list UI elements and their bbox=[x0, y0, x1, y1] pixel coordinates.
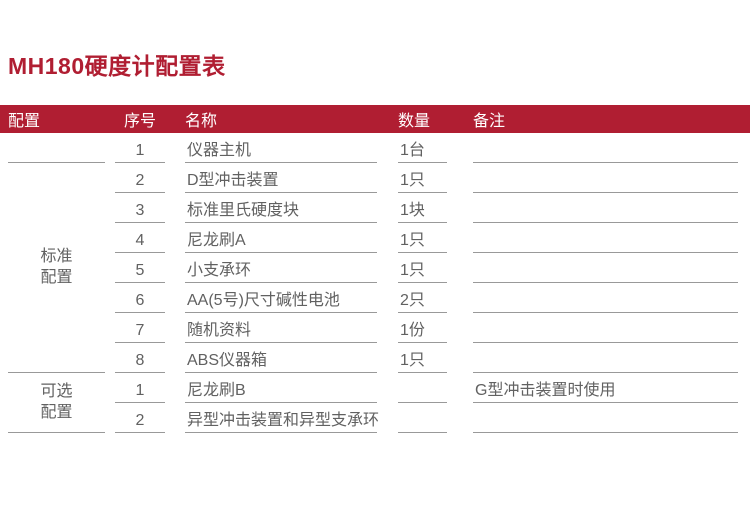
quantity-cell: 1只 bbox=[398, 253, 447, 283]
column-header-serial: 序号 bbox=[123, 113, 156, 130]
table-grid: 配置 序号 名称 数量 备注 1 仪器主机 1台 标准配置 2 D型冲击装置 1… bbox=[8, 105, 750, 433]
name-cell: 随机资料 bbox=[185, 313, 377, 343]
serial-cell: 8 bbox=[115, 343, 165, 373]
quantity-cell: 1只 bbox=[398, 223, 447, 253]
name-cell: AA(5号)尺寸碱性电池 bbox=[185, 283, 377, 313]
column-header-quantity: 数量 bbox=[398, 113, 431, 130]
section-label-standard: 标准配置 bbox=[8, 163, 105, 373]
page-title: MH180硬度计配置表 bbox=[8, 53, 226, 79]
serial-cell: 4 bbox=[115, 223, 165, 253]
section-label-standard-text: 标准配置 bbox=[40, 247, 73, 286]
remark-cell bbox=[473, 133, 738, 163]
quantity-cell: 2只 bbox=[398, 283, 447, 313]
remark-cell: G型冲击装置时使用 bbox=[473, 373, 738, 403]
quantity-cell: 1台 bbox=[398, 133, 447, 163]
name-cell: 异型冲击装置和异型支承环 bbox=[185, 403, 379, 433]
column-header-config: 配置 bbox=[8, 113, 41, 130]
name-cell: ABS仪器箱 bbox=[185, 343, 377, 373]
remark-cell bbox=[473, 283, 738, 313]
remark-cell bbox=[473, 193, 738, 223]
serial-cell: 1 bbox=[115, 133, 165, 163]
name-cell: 尼龙刷A bbox=[185, 223, 377, 253]
remark-cell bbox=[473, 223, 738, 253]
column-header-remark: 备注 bbox=[473, 113, 506, 130]
quantity-cell bbox=[398, 403, 447, 433]
name-cell: 小支承环 bbox=[185, 253, 377, 283]
name-cell: 仪器主机 bbox=[185, 133, 377, 163]
serial-cell: 3 bbox=[115, 193, 165, 223]
section-label-optional: 可选配置 bbox=[8, 373, 105, 433]
quantity-cell: 1只 bbox=[398, 343, 447, 373]
quantity-cell bbox=[398, 373, 447, 403]
table-header-bar bbox=[0, 105, 750, 133]
quantity-cell: 1只 bbox=[398, 163, 447, 193]
serial-cell: 1 bbox=[115, 373, 165, 403]
serial-cell: 2 bbox=[115, 163, 165, 193]
serial-cell: 6 bbox=[115, 283, 165, 313]
name-cell: 尼龙刷B bbox=[185, 373, 377, 403]
config-cell-empty bbox=[8, 133, 105, 163]
quantity-cell: 1份 bbox=[398, 313, 447, 343]
serial-cell: 7 bbox=[115, 313, 165, 343]
name-cell: D型冲击装置 bbox=[185, 163, 377, 193]
config-table: 配置 序号 名称 数量 备注 1 仪器主机 1台 标准配置 2 D型冲击装置 1… bbox=[0, 105, 750, 433]
column-header-name: 名称 bbox=[185, 113, 218, 130]
name-cell: 标准里氏硬度块 bbox=[185, 193, 377, 223]
remark-cell bbox=[473, 403, 738, 433]
remark-cell bbox=[473, 253, 738, 283]
serial-cell: 5 bbox=[115, 253, 165, 283]
remark-cell bbox=[473, 163, 738, 193]
section-label-optional-text: 可选配置 bbox=[40, 382, 73, 421]
quantity-cell: 1块 bbox=[398, 193, 447, 223]
remark-cell bbox=[473, 313, 738, 343]
remark-cell bbox=[473, 343, 738, 373]
serial-cell: 2 bbox=[115, 403, 165, 433]
